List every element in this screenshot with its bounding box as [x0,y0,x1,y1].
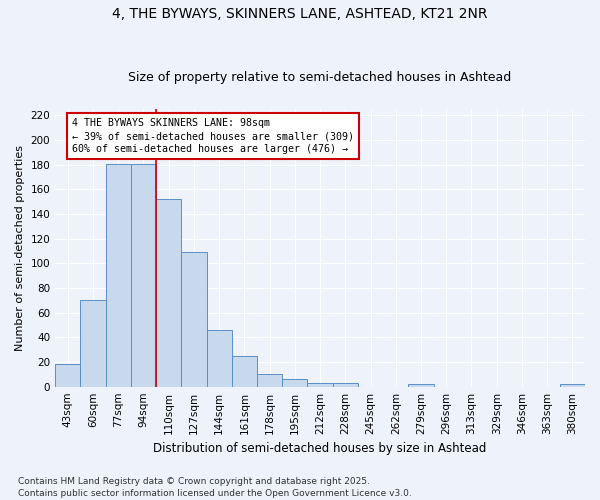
Bar [307,383,332,386]
Bar [232,356,257,386]
Bar [257,374,282,386]
Bar [409,384,434,386]
Title: Size of property relative to semi-detached houses in Ashtead: Size of property relative to semi-detach… [128,72,512,85]
Bar [332,383,358,386]
Bar [131,164,156,386]
Y-axis label: Number of semi-detached properties: Number of semi-detached properties [15,145,25,351]
Bar [282,380,307,386]
Text: 4, THE BYWAYS, SKINNERS LANE, ASHTEAD, KT21 2NR: 4, THE BYWAYS, SKINNERS LANE, ASHTEAD, K… [112,8,488,22]
Bar [156,200,181,386]
X-axis label: Distribution of semi-detached houses by size in Ashtead: Distribution of semi-detached houses by … [154,442,487,455]
Bar [560,384,585,386]
Bar [55,364,80,386]
Text: Contains HM Land Registry data © Crown copyright and database right 2025.
Contai: Contains HM Land Registry data © Crown c… [18,476,412,498]
Bar [206,330,232,386]
Bar [106,164,131,386]
Bar [181,252,206,386]
Text: 4 THE BYWAYS SKINNERS LANE: 98sqm
← 39% of semi-detached houses are smaller (309: 4 THE BYWAYS SKINNERS LANE: 98sqm ← 39% … [73,118,355,154]
Bar [80,300,106,386]
